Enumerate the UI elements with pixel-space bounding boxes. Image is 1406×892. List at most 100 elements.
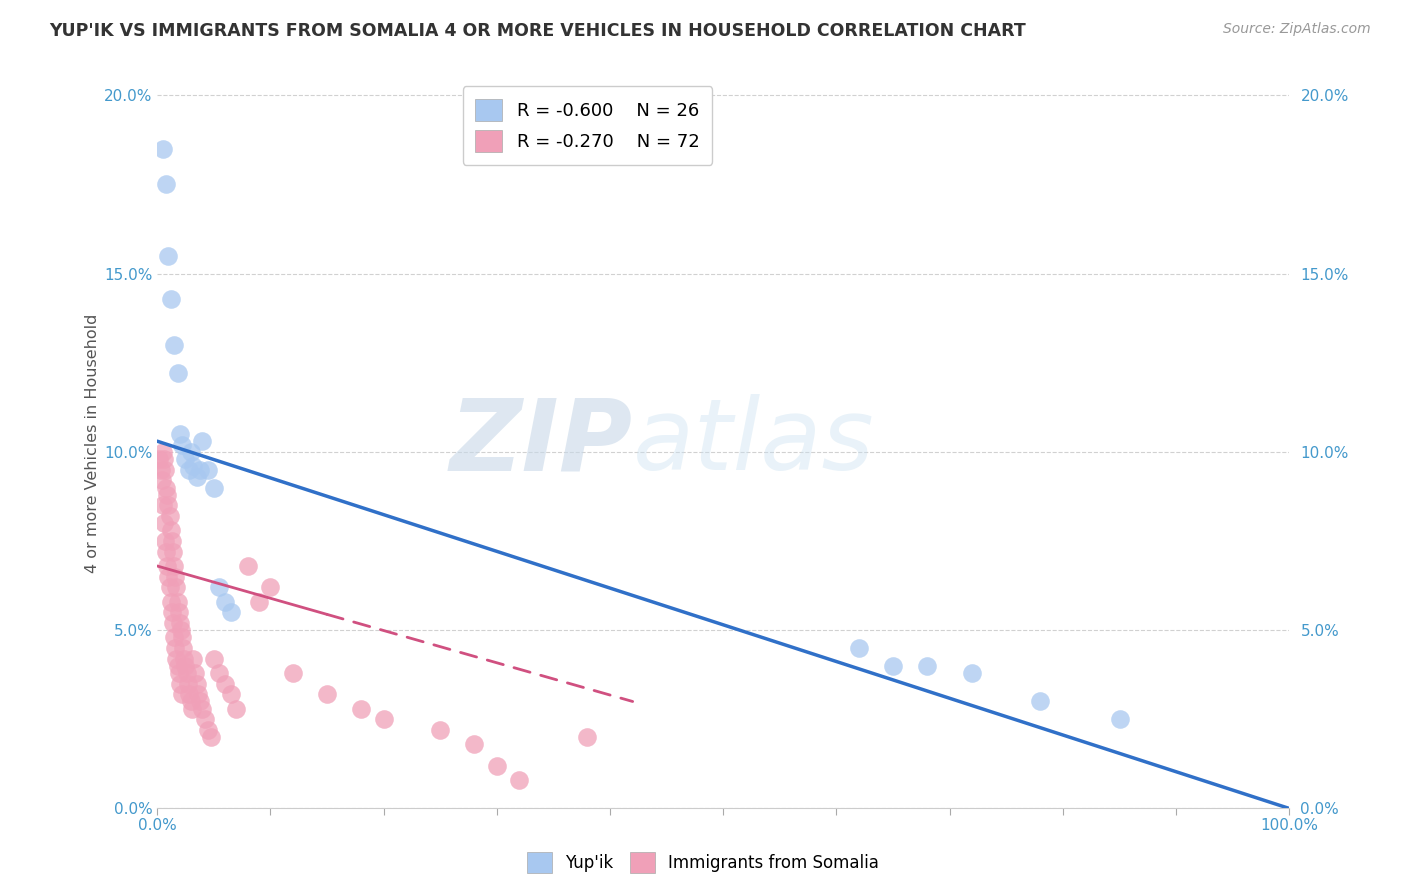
Point [155, 178, 177, 192]
Point [191, 701, 214, 715]
Point [153, 463, 176, 477]
Text: atlas: atlas [633, 394, 875, 491]
Point [165, 651, 187, 665]
Point [156, 488, 179, 502]
Point [186, 676, 208, 690]
Point [485, 758, 508, 772]
Point [155, 481, 177, 495]
Point [197, 723, 219, 737]
Point [162, 615, 184, 630]
Point [214, 594, 236, 608]
Point [176, 665, 198, 680]
Point [167, 605, 190, 619]
Point [166, 594, 188, 608]
Point [202, 651, 225, 665]
Point [188, 694, 211, 708]
Point [508, 772, 530, 787]
Point [208, 580, 231, 594]
Point [181, 701, 204, 715]
Point [163, 630, 186, 644]
Point [155, 545, 177, 559]
Point [183, 665, 205, 680]
Point [259, 580, 281, 594]
Point [159, 594, 181, 608]
Point [174, 452, 197, 467]
Point [1108, 712, 1130, 726]
Point [149, 463, 172, 477]
Point [169, 615, 191, 630]
Point [157, 249, 180, 263]
Legend: Yup'ik, Immigrants from Somalia: Yup'ik, Immigrants from Somalia [520, 846, 886, 880]
Point [316, 687, 339, 701]
Point [183, 459, 205, 474]
Point [174, 658, 197, 673]
Point [166, 658, 188, 673]
Point [225, 701, 247, 715]
Point [159, 509, 181, 524]
Text: 100.0%: 100.0% [1260, 818, 1319, 833]
Point [236, 559, 259, 574]
Point [169, 427, 191, 442]
Point [148, 452, 170, 467]
Point [173, 651, 195, 665]
Point [219, 605, 242, 619]
Point [180, 445, 202, 459]
Point [160, 534, 183, 549]
Point [153, 534, 176, 549]
Point [157, 570, 180, 584]
Point [162, 545, 184, 559]
Point [150, 474, 173, 488]
Point [172, 640, 194, 655]
Point [194, 712, 217, 726]
Point [177, 463, 200, 477]
Point [247, 594, 270, 608]
Point [157, 499, 180, 513]
Point [170, 687, 193, 701]
Point [160, 605, 183, 619]
Point [183, 651, 205, 665]
Point [177, 676, 200, 690]
Text: YUP'IK VS IMMIGRANTS FROM SOMALIA 4 OR MORE VEHICLES IN HOUSEHOLD CORRELATION CH: YUP'IK VS IMMIGRANTS FROM SOMALIA 4 OR M… [49, 22, 1026, 40]
Point [187, 687, 209, 701]
Text: ZIP: ZIP [450, 394, 633, 491]
Point [167, 665, 190, 680]
Point [429, 723, 451, 737]
Point [915, 658, 938, 673]
Point [576, 730, 599, 744]
Point [197, 463, 219, 477]
Point [159, 292, 181, 306]
Point [170, 438, 193, 452]
Point [169, 676, 191, 690]
Point [219, 687, 242, 701]
Point [373, 712, 395, 726]
Point [214, 676, 236, 690]
Text: Source: ZipAtlas.com: Source: ZipAtlas.com [1223, 22, 1371, 37]
Point [191, 434, 214, 449]
Point [165, 580, 187, 594]
Point [962, 665, 984, 680]
Point [463, 737, 485, 751]
Point [186, 470, 208, 484]
Point [170, 630, 193, 644]
Point [152, 142, 174, 156]
Point [159, 524, 181, 538]
Point [153, 516, 176, 531]
Point [188, 463, 211, 477]
Point [208, 665, 231, 680]
Point [156, 559, 179, 574]
Point [153, 452, 176, 467]
Point [848, 640, 870, 655]
Point [165, 570, 187, 584]
Point [152, 445, 174, 459]
Point [177, 687, 200, 701]
Text: 0.0%: 0.0% [138, 818, 177, 833]
Point [202, 481, 225, 495]
Legend: R = -0.600    N = 26, R = -0.270    N = 72: R = -0.600 N = 26, R = -0.270 N = 72 [463, 87, 713, 165]
Point [159, 580, 181, 594]
Point [1029, 694, 1052, 708]
Point [152, 499, 174, 513]
Point [163, 559, 186, 574]
Point [882, 658, 904, 673]
Point [166, 367, 188, 381]
Point [281, 665, 304, 680]
